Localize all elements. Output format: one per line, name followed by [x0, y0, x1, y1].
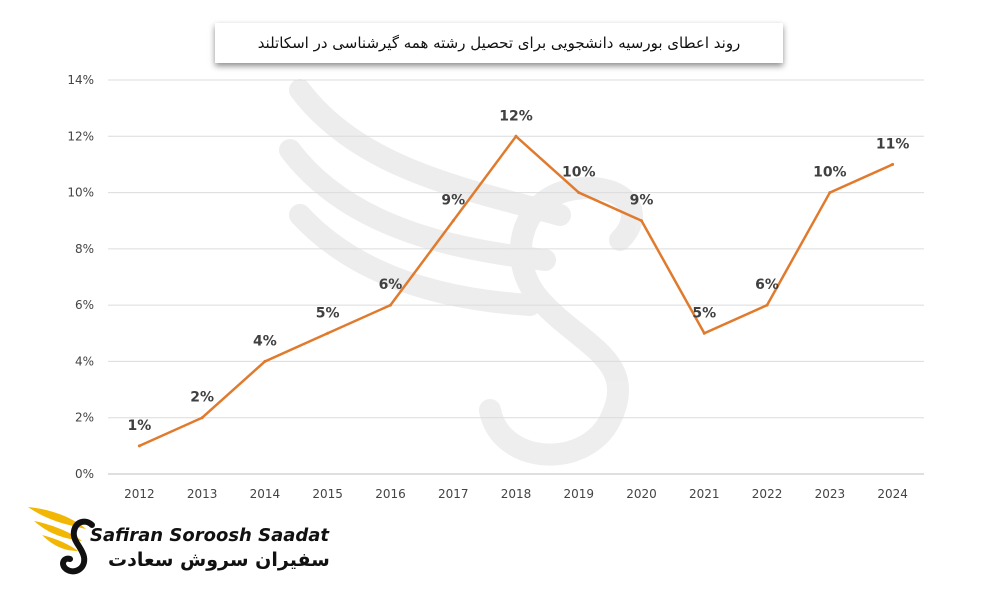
x-tick-label: 2014 [250, 487, 281, 501]
data-point [640, 219, 644, 223]
data-label: 2% [190, 390, 214, 406]
brand-name-fa: سفیران سروش سعادت [108, 549, 330, 571]
data-point [702, 331, 706, 335]
y-tick-label: 12% [67, 129, 94, 143]
swan-wing-icon [28, 507, 95, 575]
data-label: 10% [562, 165, 596, 181]
y-tick-label: 4% [75, 354, 94, 368]
x-tick-label: 2019 [563, 487, 594, 501]
x-tick-label: 2018 [501, 487, 532, 501]
x-tick-label: 2012 [124, 487, 155, 501]
y-tick-label: 6% [75, 298, 94, 312]
data-point [514, 134, 518, 138]
y-tick-label: 14% [67, 73, 94, 87]
chart-title: روند اعطای بورسیه دانشجویی برای تحصیل رش… [257, 34, 741, 52]
watermark-logo [279, 79, 643, 466]
data-point [200, 416, 204, 420]
data-point [326, 331, 330, 335]
brand-name-en: Safiran Soroosh Saadat [90, 525, 330, 546]
data-point [891, 162, 895, 166]
data-point [577, 191, 581, 195]
data-label: 11% [876, 136, 910, 152]
y-tick-label: 8% [75, 242, 94, 256]
data-label: 5% [316, 305, 340, 321]
data-label: 4% [253, 333, 277, 349]
watermark-wing-stroke [289, 79, 571, 226]
data-label: 9% [441, 193, 465, 209]
data-label: 6% [379, 277, 403, 293]
y-tick-label: 2% [75, 411, 94, 425]
data-point [828, 191, 832, 195]
brand-logo: Safiran Soroosh Saadat سفیران سروش سعادت [20, 495, 330, 590]
y-tick-label: 0% [75, 467, 94, 481]
x-tick-label: 2020 [626, 487, 657, 501]
x-tick-label: 2013 [187, 487, 218, 501]
x-tick-label: 2023 [815, 487, 846, 501]
data-label: 1% [127, 418, 151, 434]
y-tick-label: 10% [67, 186, 94, 200]
series-line [138, 134, 894, 447]
watermark-wing-stroke [279, 139, 556, 271]
x-tick-label: 2015 [312, 487, 343, 501]
data-point [765, 303, 769, 307]
chart-title-box: روند اعطای بورسیه دانشجویی برای تحصیل رش… [215, 23, 783, 63]
watermark-swan-neck [479, 177, 643, 466]
x-tick-label: 2024 [877, 487, 908, 501]
data-point [388, 303, 392, 307]
x-tick-label: 2016 [375, 487, 406, 501]
x-tick-label: 2021 [689, 487, 720, 501]
x-tick-label: 2017 [438, 487, 469, 501]
data-label: 12% [499, 108, 533, 124]
data-label: 6% [755, 277, 779, 293]
data-label: 5% [692, 305, 716, 321]
data-label: 9% [630, 193, 654, 209]
data-label: 10% [813, 165, 847, 181]
data-point [451, 219, 455, 223]
data-point [263, 359, 267, 363]
data-point [137, 444, 141, 448]
x-tick-label: 2022 [752, 487, 783, 501]
